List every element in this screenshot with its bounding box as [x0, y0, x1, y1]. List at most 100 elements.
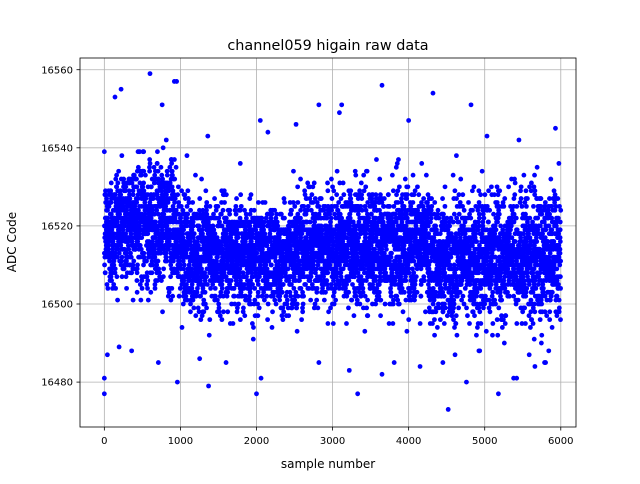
data-point	[292, 204, 297, 209]
data-point	[285, 298, 290, 303]
data-point	[234, 212, 239, 217]
data-point	[331, 321, 336, 326]
data-point	[405, 192, 410, 197]
data-point	[135, 278, 140, 283]
data-point	[401, 309, 406, 314]
data-point	[396, 157, 401, 162]
data-point	[229, 278, 234, 283]
data-point	[257, 306, 262, 311]
data-point	[300, 309, 305, 314]
data-point	[298, 216, 303, 221]
data-point	[421, 196, 426, 201]
data-point	[325, 181, 330, 186]
data-point	[298, 177, 303, 182]
data-point	[315, 286, 320, 291]
data-point	[443, 306, 448, 311]
data-point	[423, 309, 428, 314]
data-point	[344, 321, 349, 326]
data-point	[291, 169, 296, 174]
data-point	[312, 181, 317, 186]
data-point	[387, 204, 392, 209]
data-point	[352, 313, 357, 318]
data-point	[185, 153, 190, 158]
data-point	[241, 306, 246, 311]
data-point	[234, 196, 239, 201]
data-point	[286, 266, 291, 271]
data-point	[281, 309, 286, 314]
data-point	[452, 302, 457, 307]
data-point	[119, 153, 124, 158]
data-point	[129, 348, 134, 353]
data-point	[118, 192, 123, 197]
data-point	[282, 216, 287, 221]
data-point	[249, 192, 254, 197]
data-point	[397, 184, 402, 189]
data-point	[141, 149, 146, 154]
data-point	[477, 216, 482, 221]
data-point	[191, 306, 196, 311]
data-point	[478, 192, 483, 197]
data-point	[334, 192, 339, 197]
data-point	[116, 169, 121, 174]
data-point	[414, 274, 419, 279]
data-point	[203, 188, 208, 193]
data-point	[270, 325, 275, 330]
data-point	[124, 286, 129, 291]
data-point	[411, 173, 416, 178]
data-point	[331, 188, 336, 193]
data-point	[148, 161, 153, 166]
data-point	[442, 294, 447, 299]
data-point	[105, 286, 110, 291]
data-point	[365, 313, 370, 318]
data-point	[188, 309, 193, 314]
data-point	[252, 286, 257, 291]
data-point	[386, 192, 391, 197]
data-point	[374, 157, 379, 162]
data-point	[155, 149, 160, 154]
data-point	[435, 325, 440, 330]
data-point	[256, 290, 261, 295]
data-point	[180, 325, 185, 330]
data-point	[378, 298, 383, 303]
data-point	[199, 177, 204, 182]
data-point	[465, 313, 470, 318]
data-point	[231, 321, 236, 326]
data-point	[113, 266, 118, 271]
data-point	[219, 317, 224, 322]
data-point	[113, 286, 118, 291]
data-point	[120, 255, 125, 260]
data-point	[458, 177, 463, 182]
data-point	[364, 231, 369, 236]
data-point	[224, 192, 229, 197]
data-point	[155, 161, 160, 166]
data-point	[204, 274, 209, 279]
data-point	[474, 333, 479, 338]
data-point	[169, 286, 174, 291]
data-point	[213, 286, 218, 291]
data-point	[477, 348, 482, 353]
data-point	[323, 290, 328, 295]
data-point	[349, 298, 354, 303]
data-point	[176, 184, 181, 189]
data-point	[432, 200, 437, 205]
data-point	[188, 208, 193, 213]
data-point	[244, 216, 249, 221]
data-point	[341, 181, 346, 186]
data-point	[346, 290, 351, 295]
data-point	[221, 309, 226, 314]
data-point	[301, 294, 306, 299]
data-point	[264, 294, 269, 299]
data-point	[205, 282, 210, 287]
data-point	[207, 317, 212, 322]
data-point	[429, 216, 434, 221]
data-point	[204, 200, 209, 205]
data-point	[266, 302, 271, 307]
data-point	[115, 298, 120, 303]
data-point	[461, 294, 466, 299]
data-point	[212, 196, 217, 201]
data-point	[429, 204, 434, 209]
data-point	[309, 192, 314, 197]
data-point	[185, 188, 190, 193]
data-point	[339, 196, 344, 201]
